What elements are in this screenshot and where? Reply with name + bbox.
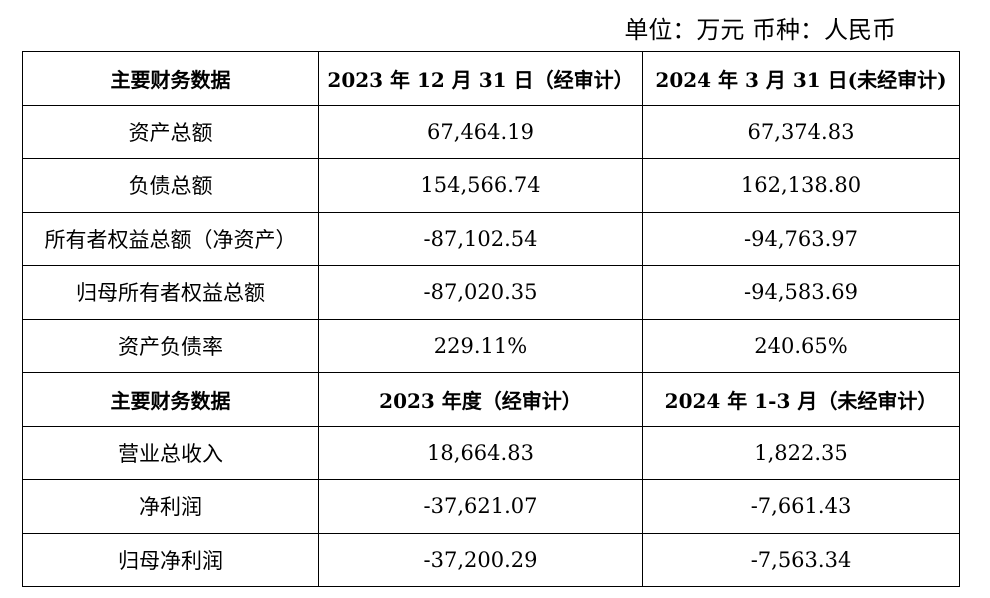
row-label: 资产总额: [22, 104, 319, 159]
table-row: 所有者权益总额（净资产） -87,102.54 -94,763.97: [22, 211, 960, 266]
value-2024: -7,661.43: [642, 479, 960, 534]
value-2024: 67,374.83: [642, 104, 960, 159]
table-row: 营业总收入 18,664.83 1,822.35: [22, 425, 960, 480]
value-2023: -87,102.54: [318, 211, 643, 266]
value-2023: 229.11%: [318, 318, 643, 373]
table-row: 归母所有者权益总额 -87,020.35 -94,583.69: [22, 265, 960, 320]
value-2024: -94,583.69: [642, 265, 960, 320]
row-label: 归母净利润: [22, 532, 319, 587]
header-cell: 主要财务数据: [22, 372, 319, 427]
row-label: 归母所有者权益总额: [22, 265, 319, 320]
value-2023: -37,621.07: [318, 479, 643, 534]
financial-data-table: 主要财务数据 2023 年 12 月 31 日（经审计） 2024 年 3 月 …: [22, 51, 960, 587]
unit-currency-note: 单位：万元 币种：人民币: [624, 16, 896, 44]
value-2024: -7,563.34: [642, 532, 960, 587]
income-header-row: 主要财务数据 2023 年度（经审计） 2024 年 1-3 月（未经审计）: [22, 372, 960, 427]
balance-header-row: 主要财务数据 2023 年 12 月 31 日（经审计） 2024 年 3 月 …: [22, 51, 960, 106]
value-2023: 67,464.19: [318, 104, 643, 159]
table-row: 归母净利润 -37,200.29 -7,563.34: [22, 532, 960, 587]
value-2024: 162,138.80: [642, 158, 960, 213]
value-2024: 240.65%: [642, 318, 960, 373]
table-row: 负债总额 154,566.74 162,138.80: [22, 158, 960, 213]
row-label: 净利润: [22, 479, 319, 534]
row-label: 营业总收入: [22, 425, 319, 480]
row-label: 负债总额: [22, 158, 319, 213]
value-2023: -87,020.35: [318, 265, 643, 320]
value-2023: 18,664.83: [318, 425, 643, 480]
row-label: 所有者权益总额（净资产）: [22, 211, 319, 266]
header-cell: 2024 年 3 月 31 日(未经审计): [642, 51, 960, 106]
header-cell: 2023 年度（经审计）: [318, 372, 643, 427]
value-2023: 154,566.74: [318, 158, 643, 213]
row-label: 资产负债率: [22, 318, 319, 373]
table-row: 资产总额 67,464.19 67,374.83: [22, 104, 960, 159]
value-2024: 1,822.35: [642, 425, 960, 480]
header-cell: 2024 年 1-3 月（未经审计）: [642, 372, 960, 427]
value-2024: -94,763.97: [642, 211, 960, 266]
header-cell: 主要财务数据: [22, 51, 319, 106]
table-row: 资产负债率 229.11% 240.65%: [22, 318, 960, 373]
value-2023: -37,200.29: [318, 532, 643, 587]
header-cell: 2023 年 12 月 31 日（经审计）: [318, 51, 643, 106]
table-row: 净利润 -37,621.07 -7,661.43: [22, 479, 960, 534]
